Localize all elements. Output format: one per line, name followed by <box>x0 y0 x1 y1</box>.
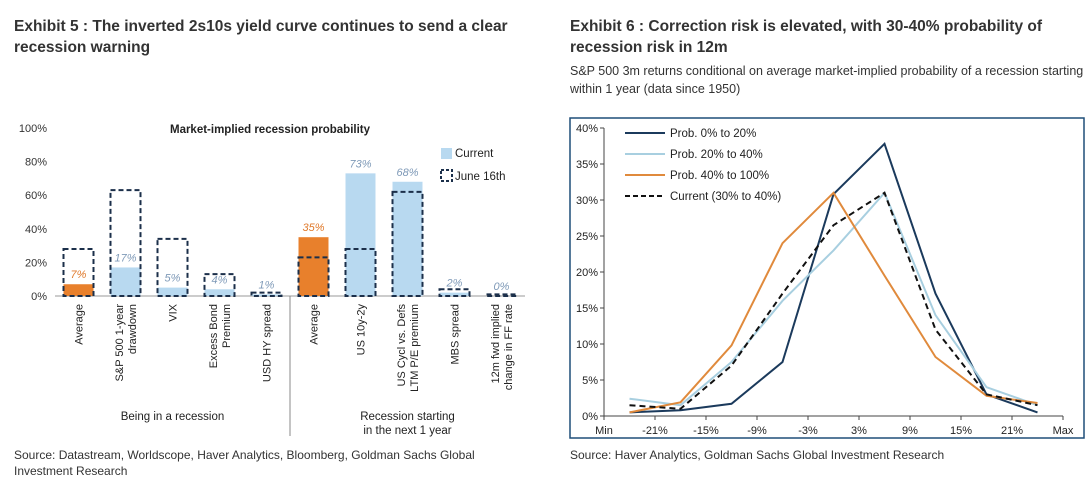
bar-current <box>204 289 235 296</box>
legend-label-june: June 16th <box>455 171 506 183</box>
bar-june-16th <box>250 291 283 298</box>
bar-category-label: US Cycl vs. DefsLTM P/E premium <box>396 304 421 392</box>
bar-current <box>63 284 94 296</box>
line-y-tick-label: 15% <box>576 303 598 315</box>
line-y-tick-label: 0% <box>582 411 598 423</box>
line-legend-label: Prob. 40% to 100% <box>670 170 769 182</box>
bar-y-tick-label: 60% <box>25 190 47 202</box>
bar-category-label: US 10y-2y <box>356 304 368 356</box>
bar-group-label: Being in a recession <box>121 411 225 423</box>
exhibit-5-panel: Exhibit 5 : The inverted 2s10s yield cur… <box>0 0 540 483</box>
bar-june-16th <box>438 288 471 297</box>
bar-data-label: 5% <box>165 273 181 285</box>
line-x-tick-label: 21% <box>1001 425 1023 437</box>
line-y-tick-label: 20% <box>576 267 598 279</box>
bar-data-label: 73% <box>349 158 371 170</box>
line-legend-label: Prob. 0% to 20% <box>670 128 756 140</box>
bar-category-label: Average <box>74 304 86 345</box>
bar-y-tick-label: 80% <box>25 157 47 169</box>
bar-current <box>298 237 329 296</box>
line-legend-label: Prob. 20% to 40% <box>670 149 763 161</box>
line-x-tick-label: 15% <box>950 425 972 437</box>
bar-current <box>110 267 141 296</box>
bar-current <box>392 181 423 296</box>
line-x-tick-label: -21% <box>642 425 668 437</box>
line-chart-frame <box>569 117 1085 439</box>
line-x-tick-label: -15% <box>693 425 719 437</box>
bar-june-16th <box>297 256 330 297</box>
bar-y-tick-label: 0% <box>31 291 47 303</box>
line-series <box>629 191 1038 410</box>
line-y-tick-label: 30% <box>576 195 598 207</box>
bar-category-label: 12m fwd impliedchange in FF rate <box>490 304 515 390</box>
legend-swatch-current <box>441 148 452 159</box>
line-chart: 0% 5% 10% 15% 20% 25% 30% 35% 40% Min -21% -15% -9% -… <box>569 117 1085 439</box>
line-x-tick-label: 9% <box>902 425 918 437</box>
line-x-tick-label: -3% <box>798 425 818 437</box>
line-series <box>629 190 1038 407</box>
bar-category-label: MBS spread <box>450 304 462 365</box>
line-legend-label: Current (30% to 40%) <box>670 191 781 203</box>
bar-data-label: 7% <box>71 269 87 281</box>
bar-category-label: Average <box>309 304 321 345</box>
exhibit-6-panel: Exhibit 6 : Correction risk is elevated,… <box>560 0 1088 483</box>
bar-group-label: Recession starting in the next 1 year <box>360 411 455 437</box>
line-x-tick-label: 3% <box>851 425 867 437</box>
bar-june-16th <box>156 237 189 298</box>
bar-category-label: S&P 500 1-yeardrawdown <box>114 304 139 382</box>
bar-y-tick-label: 40% <box>25 224 47 236</box>
bar-june-16th <box>109 189 142 297</box>
bar-data-label: 1% <box>259 279 275 291</box>
bar-data-label: 4% <box>212 274 228 286</box>
line-y-tick-label: 40% <box>576 123 598 135</box>
legend-label-current: Current <box>455 148 494 160</box>
bar-current <box>439 292 470 296</box>
bar-category-label: Excess BondPremium <box>208 304 233 368</box>
bar-data-label: 17% <box>114 252 136 264</box>
bar-y-tick-label: 20% <box>25 257 47 269</box>
bar-data-label: 2% <box>446 278 463 290</box>
bar-june-16th <box>485 293 518 298</box>
line-y-tick-label: 35% <box>576 159 598 171</box>
line-y-tick-label: 5% <box>582 375 598 387</box>
exhibit-5-title: Exhibit 5 : The inverted 2s10s yield cur… <box>14 18 508 56</box>
line-x-tick-label: Max <box>1053 425 1074 437</box>
bar-chart-title: Market-implied recession probability <box>170 124 371 136</box>
exhibit-6-subtitle: S&P 500 3m returns conditional on averag… <box>570 64 1084 96</box>
bar-june-16th <box>391 190 424 297</box>
bar-current <box>345 173 376 296</box>
bar-chart: Market-implied recession probability 0% 20… <box>19 123 525 437</box>
line-series <box>629 191 1038 414</box>
bar-june-16th <box>62 247 95 298</box>
bar-current <box>157 287 188 296</box>
bar-data-label: 68% <box>396 167 418 179</box>
exhibit-5-source: Source: Datastream, Worldscope, Haver An… <box>14 448 475 478</box>
bar-data-label: 35% <box>302 222 324 234</box>
line-y-tick-label: 10% <box>576 339 598 351</box>
bar-june-16th <box>344 247 377 298</box>
bar-data-label: 0% <box>494 281 510 293</box>
legend-swatch-june <box>440 169 453 182</box>
bar-y-tick-label: 100% <box>19 123 47 135</box>
bar-category-label: VIX <box>168 303 180 321</box>
exhibit-6-title: Exhibit 6 : Correction risk is elevated,… <box>570 18 1043 56</box>
bar-category-label: USD HY spread <box>262 304 274 382</box>
line-y-tick-label: 25% <box>576 231 598 243</box>
line-x-tick-label: Min <box>595 425 613 437</box>
bar-june-16th <box>203 273 236 298</box>
exhibit-6-source: Source: Haver Analytics, Goldman Sachs G… <box>570 448 945 462</box>
line-x-tick-label: -9% <box>747 425 767 437</box>
